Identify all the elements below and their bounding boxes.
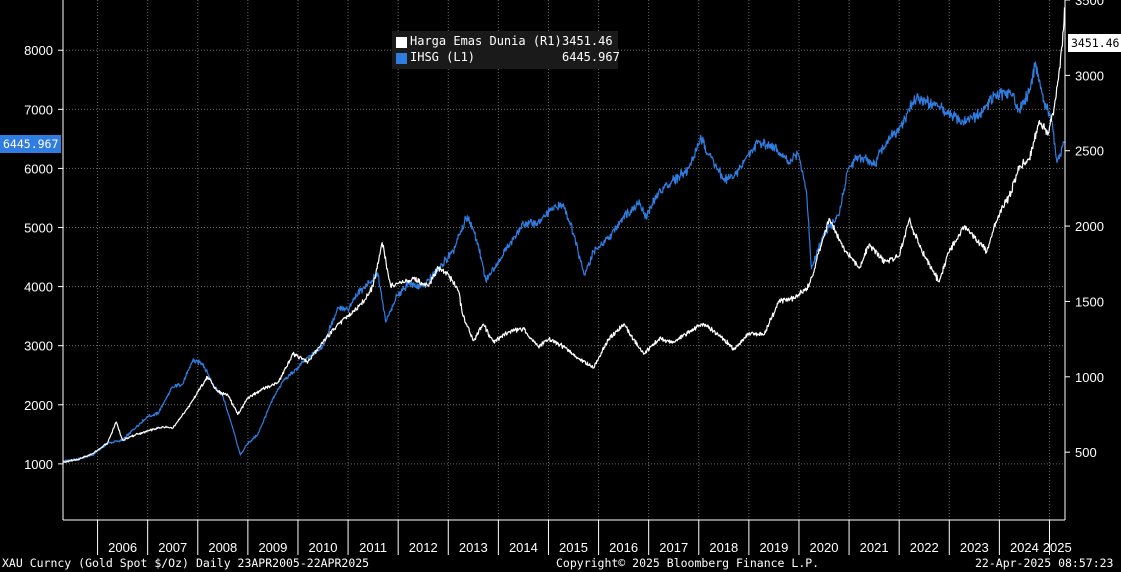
- left-tick-label: 7000: [24, 102, 53, 117]
- footer-ticker: XAU Curncy (Gold Spot $/Oz): [2, 556, 189, 570]
- footer-timestamp: 22-Apr-2025 08:57:23: [975, 556, 1114, 570]
- left-tick-label: 4000: [24, 280, 53, 295]
- right-axis: 500 1000 1500 2000 2500 3000 3500: [1065, 0, 1104, 460]
- series-ihsg-line: [62, 61, 1065, 462]
- x-tick-label: 2013: [459, 540, 488, 555]
- x-tick-label: 2009: [258, 540, 287, 555]
- x-tick-label: 2020: [810, 540, 839, 555]
- axes: [62, 0, 1066, 521]
- x-tick-label: 2011: [359, 540, 387, 555]
- legend-label-ihsg: IHSG (L1): [410, 50, 476, 64]
- chart-canvas: 1000 2000 3000 4000 5000 6000 7000 8000 500 1000…: [0, 0, 1121, 555]
- left-tick-label: 5000: [24, 221, 53, 236]
- last-value-flag-gold: 3451.46: [1068, 34, 1121, 52]
- legend-value-gold: 3451.46: [562, 34, 613, 48]
- x-tick-label: 2022: [910, 540, 939, 555]
- x-tick-label: 2024: [1010, 540, 1039, 555]
- right-tick-label: 2000: [1075, 219, 1104, 234]
- footer-copyright: Copyright© 2025 Bloomberg Finance L.P.: [556, 556, 820, 570]
- last-value-flag-ihsg: 6445.967: [0, 135, 62, 153]
- x-tick-label: 2019: [759, 540, 788, 555]
- x-tick-label: 2006: [108, 540, 137, 555]
- chart-background: [0, 0, 1121, 555]
- legend-swatch-ihsg: [396, 53, 407, 64]
- right-tick-label: 3000: [1075, 68, 1104, 83]
- x-axis: 2006 2007 2008 2009 2010 2011 2012 2013 2014 2015…: [97, 520, 1072, 555]
- x-tick-label: 2018: [709, 540, 738, 555]
- series-layer: [62, 7, 1066, 463]
- x-tick-label: 2012: [409, 540, 438, 555]
- right-tick-label: 1500: [1075, 294, 1104, 309]
- grid-lines: [63, 0, 1065, 520]
- footer-bar: XAU Curncy (Gold Spot $/Oz) Daily 23APR2…: [0, 555, 1121, 572]
- x-tick-label: 2014: [509, 540, 538, 555]
- legend-label-gold: Harga Emas Dunia (R1): [410, 34, 562, 48]
- x-tick-label: 2021: [860, 540, 889, 555]
- legend-swatch-gold: [396, 37, 407, 48]
- x-tick-label: 2025: [1043, 540, 1072, 555]
- x-tick-label: 2007: [158, 540, 187, 555]
- x-tick-label: 2015: [559, 540, 588, 555]
- left-axis: 1000 2000 3000 4000 5000 6000 7000 8000: [24, 43, 63, 472]
- right-tick-label: 500: [1075, 445, 1097, 460]
- x-tick-label: 2010: [309, 540, 338, 555]
- left-tick-label: 6000: [24, 161, 53, 176]
- x-tick-label: 2017: [659, 540, 688, 555]
- right-tick-label: 2500: [1075, 144, 1104, 159]
- x-tick-label: 2008: [208, 540, 237, 555]
- legend: Harga Emas Dunia (R1) 3451.46 IHSG (L1) …: [392, 31, 620, 69]
- left-tick-label: 2000: [24, 398, 53, 413]
- left-tick-label: 8000: [24, 43, 53, 58]
- legend-value-ihsg: 6445.967: [562, 50, 620, 64]
- x-tick-label: 2016: [609, 540, 638, 555]
- right-tick-label: 1000: [1075, 370, 1104, 385]
- series-gold-line: [62, 7, 1066, 463]
- left-tick-label: 3000: [24, 339, 53, 354]
- right-tick-label: 3500: [1075, 0, 1104, 8]
- footer-date-range: Daily 23APR2005-22APR2025: [196, 556, 370, 570]
- left-tick-label: 1000: [24, 457, 53, 472]
- x-tick-label: 2023: [960, 540, 989, 555]
